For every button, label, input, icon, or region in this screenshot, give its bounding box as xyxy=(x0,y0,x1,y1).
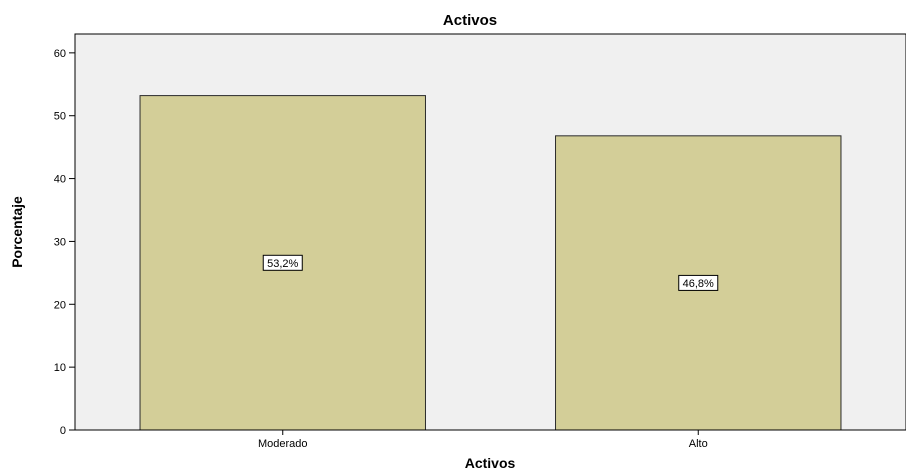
chart-title: Activos xyxy=(443,12,497,29)
y-tick-label: 60 xyxy=(54,48,66,60)
x-tick-label: Moderado xyxy=(258,438,308,450)
y-axis-title: Porcentaje xyxy=(9,196,25,268)
data-label: 53,2% xyxy=(267,258,298,270)
y-tick-label: 20 xyxy=(54,299,66,311)
y-tick-label: 50 xyxy=(54,111,66,123)
data-label: 46,8% xyxy=(683,278,714,290)
bars: 53,2% 46,8% xyxy=(139,95,842,431)
y-tick-label: 10 xyxy=(54,362,66,374)
x-axis-title: Activos xyxy=(465,455,516,471)
data-label-box xyxy=(678,274,719,291)
y-tick-label: 30 xyxy=(54,236,66,248)
y-tick-label: 0 xyxy=(60,425,66,437)
data-label-box xyxy=(262,254,303,271)
x-tick-label: Alto xyxy=(689,438,708,450)
x-axis: Moderado Alto xyxy=(75,429,906,450)
y-axis: 0 10 20 30 40 50 60 xyxy=(54,34,76,437)
y-tick-label: 40 xyxy=(54,174,66,186)
